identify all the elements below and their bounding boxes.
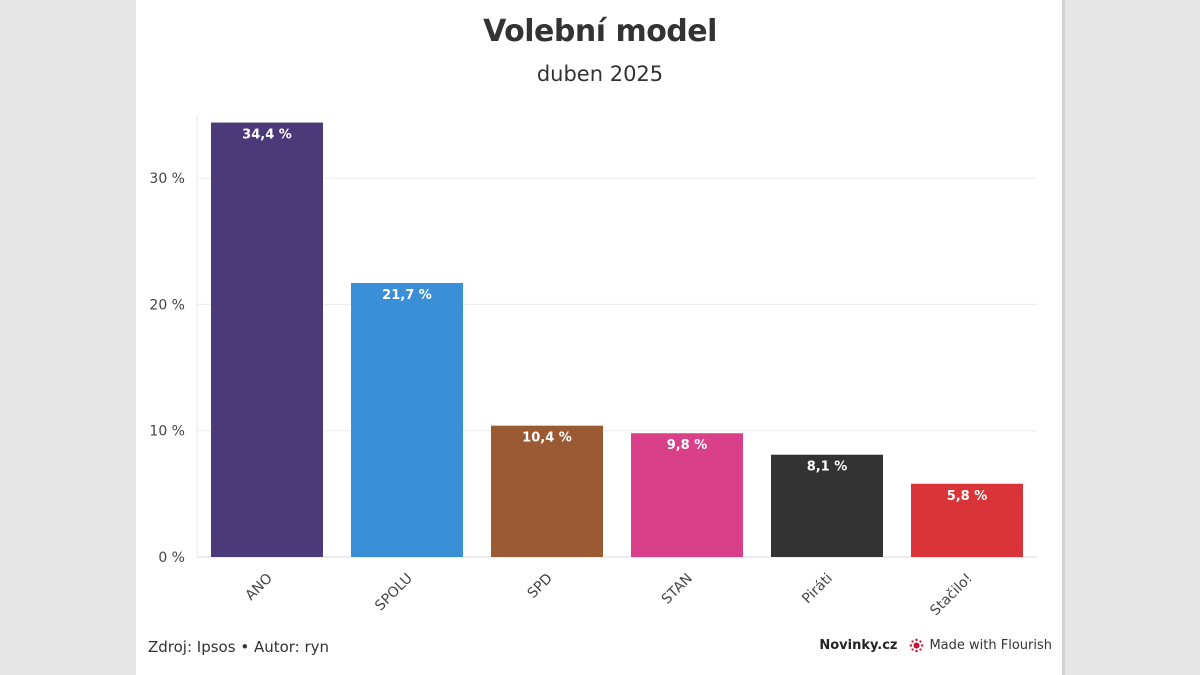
bar-ano [211, 122, 323, 557]
chart-subtitle: duben 2025 [536, 62, 664, 86]
y-tick-label: 0 % [158, 550, 185, 566]
footer-branding[interactable]: Novinky.cz Made with Flourish [819, 638, 1052, 653]
data-label: 8,1 % [807, 460, 848, 475]
x-tick-label: STAN [659, 571, 696, 608]
chart-card: Volební model duben 2025 0 % 10 % 20 % 30 %… [136, 0, 1064, 675]
x-tick-label: Piráti [799, 571, 836, 608]
bar-stan [631, 433, 743, 557]
y-tick-label: 30 % [149, 171, 185, 187]
x-tick-label: SPD [525, 571, 556, 602]
card-edge [1062, 0, 1065, 675]
flourish-icon [910, 638, 924, 653]
bar-chart: 0 % 10 % 20 % 30 % 34,4 % ANO 21,7 % SPOLU 10,4 … [149, 115, 1037, 620]
bar-pir-ti [771, 454, 883, 557]
data-label: 10,4 % [522, 431, 572, 446]
novinky-logo[interactable]: Novinky.cz [819, 638, 898, 653]
data-label: 34,4 % [242, 128, 292, 143]
data-label: 9,8 % [667, 438, 708, 453]
y-tick-label: 20 % [149, 297, 185, 313]
made-with-flourish-link[interactable]: Made with Flourish [929, 638, 1052, 653]
chart-title: Volební model [483, 14, 717, 49]
y-tick-label: 10 % [149, 424, 185, 440]
x-tick-label: Stačilo! [927, 571, 976, 620]
x-tick-label: SPOLU [372, 571, 416, 615]
x-tick-label: ANO [243, 571, 276, 604]
bar-spolu [351, 282, 463, 557]
data-label: 5,8 % [947, 489, 988, 504]
bar-sta-ilo- [911, 483, 1023, 557]
source-credit: Zdroj: Ipsos • Autor: ryn [148, 638, 330, 656]
bar-spd [491, 425, 603, 557]
data-label: 21,7 % [382, 288, 432, 303]
